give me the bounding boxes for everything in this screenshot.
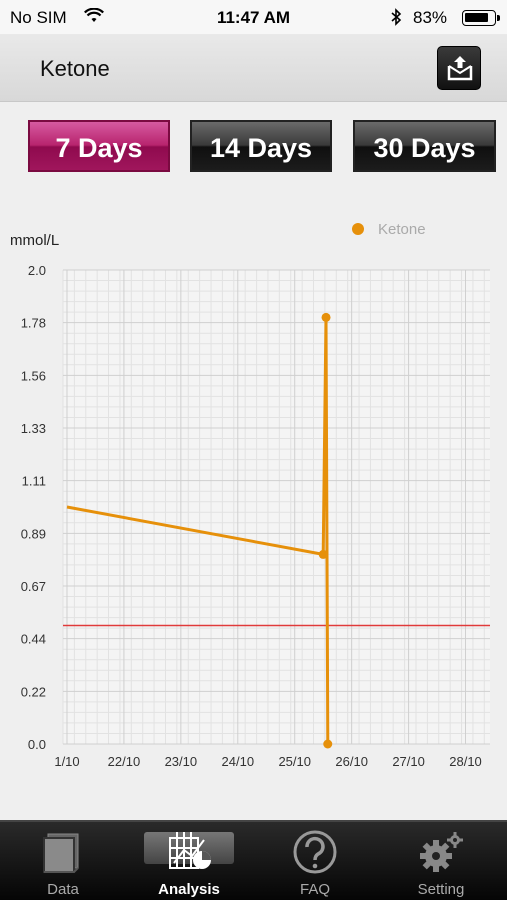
- y-tick-label: 0.0: [28, 737, 46, 752]
- gear-icon: [378, 828, 504, 878]
- x-tick-label: 1/10: [54, 754, 79, 769]
- x-tick-label: 24/10: [222, 754, 255, 769]
- x-tick-label: 25/10: [278, 754, 311, 769]
- bluetooth-icon: [390, 8, 402, 31]
- y-tick-label: 0.44: [21, 632, 46, 647]
- carrier-label: No SIM: [10, 8, 67, 27]
- analysis-chart-icon: [126, 828, 252, 878]
- tab-faq[interactable]: FAQ: [252, 822, 378, 900]
- x-tick-label: 23/10: [165, 754, 198, 769]
- y-tick-label: 0.89: [21, 526, 46, 541]
- y-tick-label: 1.78: [21, 316, 46, 331]
- x-tick-label: 22/10: [108, 754, 141, 769]
- data-point: [318, 549, 328, 559]
- range-7-days-button[interactable]: 7 Days: [28, 120, 170, 172]
- x-tick-label: 27/10: [392, 754, 425, 769]
- legend-label: Ketone: [378, 221, 426, 238]
- notebook-icon: [0, 828, 126, 878]
- export-button[interactable]: [437, 46, 481, 90]
- y-tick-label: 0.22: [21, 684, 46, 699]
- nav-header: Ketone: [0, 34, 507, 102]
- series-line-ketone: [66, 315, 330, 745]
- chart-legend: Ketone: [352, 221, 426, 238]
- y-tick-label: 2.0: [28, 263, 46, 278]
- tab-data-label: Data: [47, 881, 79, 898]
- chart-plot: 2.0 1.78 1.56 1.33 1.11 0.89 0.67 0.44 0.22 0.0 1/…: [21, 263, 490, 769]
- y-tick-label: 1.33: [21, 421, 46, 436]
- tab-analysis[interactable]: Analysis: [126, 822, 252, 900]
- plot-area: [63, 270, 490, 744]
- tab-faq-label: FAQ: [299, 881, 330, 898]
- legend-marker: [352, 223, 364, 235]
- range-14-days-button[interactable]: 14 Days: [190, 120, 332, 172]
- range-30-days-button[interactable]: 30 Days: [353, 120, 496, 172]
- export-icon: [447, 56, 473, 81]
- tab-setting[interactable]: Setting: [378, 822, 504, 900]
- tab-data[interactable]: Data: [0, 822, 126, 900]
- battery-percent: 83%: [413, 8, 448, 27]
- data-point: [321, 312, 331, 322]
- y-tick-label: 1.11: [22, 474, 46, 489]
- page-title: Ketone: [40, 56, 110, 81]
- tab-bar: Data Analysis FAQ: [0, 820, 507, 900]
- clock: 11:47 AM: [216, 8, 291, 27]
- y-axis-label: mmol/L: [10, 232, 60, 249]
- data-point: [323, 739, 333, 749]
- y-tick-label: 1.56: [21, 368, 46, 383]
- wifi-icon: [84, 7, 104, 29]
- status-bar: No SIM 11:47 AM 83%: [0, 0, 507, 34]
- x-tick-label: 26/10: [335, 754, 368, 769]
- ketone-chart: mmol/L Ketone 2.0 1.78 1.56 1.33 1.11 0.89 0.6…: [0, 200, 507, 800]
- tab-setting-label: Setting: [417, 881, 465, 898]
- battery-icon: [462, 10, 500, 26]
- tab-analysis-label: Analysis: [158, 881, 220, 898]
- y-tick-label: 0.67: [21, 579, 46, 594]
- x-tick-label: 28/10: [449, 754, 482, 769]
- question-icon: [252, 828, 378, 878]
